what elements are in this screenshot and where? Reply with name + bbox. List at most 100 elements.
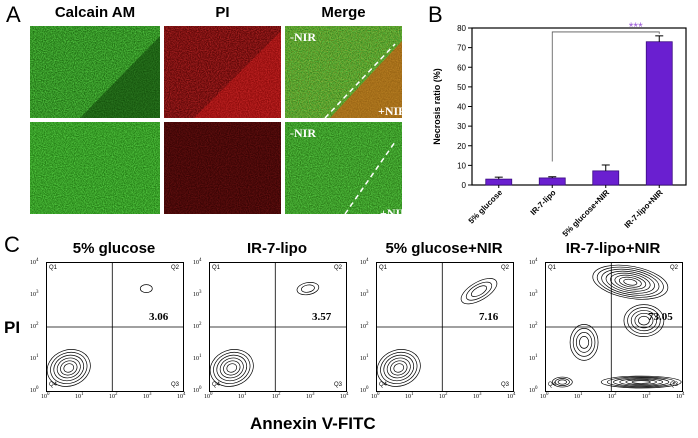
y-tick-label-6: 60	[457, 63, 466, 72]
y-tick-label-1-0: 100	[193, 386, 202, 394]
significance-bracket	[551, 31, 660, 162]
flow-plot-2: Q1 Q2 Q3 Q4 7.16	[376, 262, 514, 392]
y-tick-label-0-4: 104	[30, 258, 39, 266]
panel-c-letter: C	[4, 232, 20, 257]
nir-plus-label-row1: +NIR	[378, 104, 407, 118]
bar-0	[485, 178, 513, 186]
x-tick-label-1-0: 100	[204, 392, 213, 400]
bar-3	[645, 41, 673, 186]
flow-plot-0: Q1 Q2 Q3 Q4 3.06	[46, 262, 184, 392]
quadrant-label-q2-2: Q2	[501, 265, 510, 271]
y-tick-label-1-4: 104	[193, 258, 202, 266]
x-tick-label-1-3: 103	[306, 392, 315, 400]
nir-minus-label-row1: -NIR	[290, 30, 316, 44]
y-tick-label-1-3: 103	[193, 290, 202, 298]
x-tick-label-3: IR-7-lipo+NIR	[623, 188, 665, 230]
panel-b-letter: B	[428, 2, 443, 27]
x-tick-label-1: IR-7-lipo	[529, 188, 558, 217]
flow-plot-3: Q1 Q2 Q3 Q4 73.05	[545, 262, 683, 392]
bar-2	[592, 170, 620, 186]
x-tick-label-0-2: 102	[109, 392, 118, 400]
y-tick-label-2-1: 101	[360, 354, 369, 362]
quadrant-label-q2-1: Q2	[334, 265, 343, 271]
x-tick-label-0-3: 103	[143, 392, 152, 400]
x-tick-label-3-1: 101	[574, 392, 583, 400]
x-tick-label-1-1: 101	[238, 392, 247, 400]
y-tick-label-0-3: 103	[30, 290, 39, 298]
x-tick-label-1-4: 104	[340, 392, 349, 400]
y-tick-label-2-4: 104	[360, 258, 369, 266]
x-tick-label-2-0: 100	[371, 392, 380, 400]
nir-plus-label-row2: +NIR	[380, 206, 409, 220]
y-tick-label-3-2: 102	[529, 322, 538, 330]
quadrant-label-q3-0: Q3	[171, 382, 180, 388]
quadrant-label-q1-2: Q1	[379, 265, 388, 271]
y-tick-label-1-2: 102	[193, 322, 202, 330]
flow-q2-value-1: 3.57	[312, 311, 332, 323]
y-tick-label-3-4: 104	[529, 258, 538, 266]
x-tick-label-0-4: 104	[177, 392, 186, 400]
y-tick-label-5: 50	[457, 83, 466, 92]
y-tick-label-0-0: 100	[30, 386, 39, 394]
x-tick-label-2-1: 101	[405, 392, 414, 400]
quadrant-label-q3-2: Q3	[501, 382, 510, 388]
y-tick-label-7: 70	[457, 44, 466, 53]
x-tick-label-3-3: 103	[642, 392, 651, 400]
x-tick-label-2: 5% glucose+NIR	[561, 188, 612, 239]
y-tick-label-3-3: 103	[529, 290, 538, 298]
x-tick-label-2-2: 102	[439, 392, 448, 400]
y-tick-label-1-1: 101	[193, 354, 202, 362]
image-calcein-row1	[30, 26, 160, 118]
flow-contour-0	[46, 263, 183, 391]
flow-contour-1	[209, 263, 346, 391]
x-tick-label-2-4: 104	[507, 392, 516, 400]
y-tick-label-2-2: 102	[360, 322, 369, 330]
x-tick-label-0-1: 101	[75, 392, 84, 400]
x-tick-label-0-0: 100	[41, 392, 50, 400]
quadrant-label-q1-0: Q1	[49, 265, 58, 271]
y-tick-label-3-1: 101	[529, 354, 538, 362]
panel-a-letter: A	[6, 2, 21, 27]
y-tick-label-3-0: 100	[529, 386, 538, 394]
quadrant-label-q3-1: Q3	[334, 382, 343, 388]
flow-plot-1: Q1 Q2 Q3 Q4 3.57	[209, 262, 347, 392]
x-tick-label-1-2: 102	[272, 392, 281, 400]
y-tick-label-0-2: 102	[30, 322, 39, 330]
image-pi-row1	[164, 26, 281, 118]
col-title-calcein: Calcain AM	[54, 4, 136, 21]
quadrant-label-q2-3: Q2	[670, 265, 679, 271]
y-tick-label-0-1: 101	[30, 354, 39, 362]
significance-marker: ***	[629, 20, 643, 34]
quadrant-label-q1-3: Q1	[548, 265, 557, 271]
y-tick-label-8: 80	[457, 24, 466, 33]
x-tick-label-0: 5% glucose	[467, 188, 505, 226]
flow-contour-3	[546, 263, 682, 391]
quadrant-label-q3-3: Q3	[670, 382, 679, 388]
image-calcein-row2	[30, 122, 160, 214]
y-tick-label-2: 20	[457, 142, 466, 151]
quadrant-label-q4-0: Q4	[49, 382, 58, 388]
flow-y-axis-label: PI	[4, 318, 21, 337]
image-merge-row1	[285, 26, 402, 118]
flow-plot-title-0: 5% glucose	[72, 240, 156, 257]
quadrant-label-q4-3: Q4	[548, 382, 557, 388]
nir-minus-label-row2: -NIR	[290, 126, 316, 140]
flow-x-axis-label: Annexin V-FITC	[250, 414, 376, 433]
y-tick-label-0: 0	[462, 181, 467, 190]
flow-q2-value-0: 3.06	[149, 311, 169, 323]
bar-1	[538, 177, 566, 186]
y-tick-label-4: 40	[457, 103, 466, 112]
y-tick-label-3: 30	[457, 122, 466, 131]
x-tick-label-2-3: 103	[473, 392, 482, 400]
quadrant-label-q1-1: Q1	[212, 265, 221, 271]
quadrant-label-q4-1: Q4	[212, 382, 221, 388]
flow-plot-title-1: IR-7-lipo	[247, 240, 307, 257]
flow-contour-2	[376, 263, 513, 391]
flow-plot-title-2: 5% glucose+NIR	[385, 240, 503, 257]
necrosis-bar-chart: 0 10 20 30 40 50 60 70 80 Necrosis ratio (%) 5% gl…	[426, 20, 696, 242]
quadrant-label-q4-2: Q4	[379, 382, 388, 388]
image-merge-row2	[285, 122, 402, 214]
y-tick-label-2-0: 100	[360, 386, 369, 394]
x-tick-label-3-2: 102	[608, 392, 617, 400]
x-tick-label-3-4: 104	[676, 392, 685, 400]
